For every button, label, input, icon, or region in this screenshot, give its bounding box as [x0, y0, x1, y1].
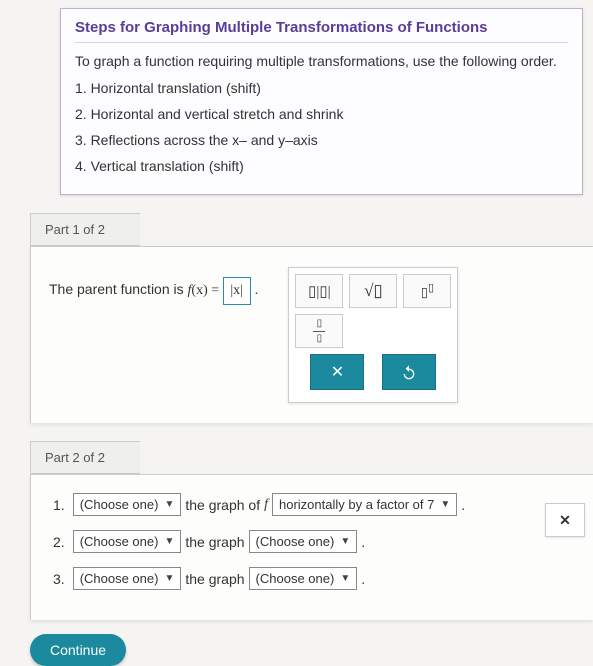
chevron-down-icon: ▼ [340, 536, 350, 547]
palette-exponent-button[interactable]: ▯▯ [403, 274, 451, 308]
undo-icon [401, 364, 417, 380]
row3-mid: the graph [185, 571, 244, 587]
row2-select2[interactable]: (Choose one)▼ [249, 530, 358, 553]
row-number: 2. [53, 534, 65, 550]
part2-body: ✕ 1. (Choose one)▼ the graph of f horizo… [30, 474, 593, 620]
row2-select1[interactable]: (Choose one)▼ [73, 530, 182, 553]
row1-select2[interactable]: horizontally by a factor of 7▼ [272, 493, 457, 516]
row3-select2[interactable]: (Choose one)▼ [249, 567, 358, 590]
period: . [255, 281, 259, 297]
parent-function-prompt: The parent function is f(x) = |x| . [49, 277, 258, 305]
part2-row-1: 1. (Choose one)▼ the graph of f horizont… [53, 493, 579, 516]
func-paren: (x) = [191, 283, 222, 298]
row3-select1[interactable]: (Choose one)▼ [73, 567, 182, 590]
part2-label: Part 2 of 2 [30, 441, 140, 474]
step-item: 2. Horizontal and vertical stretch and s… [75, 106, 568, 122]
part2-row-3: 3. (Choose one)▼ the graph (Choose one)▼… [53, 567, 579, 590]
steps-panel: Steps for Graphing Multiple Transformati… [60, 8, 583, 195]
step-item: 3. Reflections across the x– and y–axis [75, 132, 568, 148]
palette-undo-button[interactable] [382, 354, 436, 390]
continue-button[interactable]: Continue [30, 634, 126, 666]
chevron-down-icon: ▼ [164, 536, 174, 547]
row1-mid: the graph of [185, 497, 260, 513]
close-icon: ✕ [559, 512, 571, 529]
prompt-text: The parent function is [49, 281, 188, 297]
chevron-down-icon: ▼ [164, 499, 174, 510]
row1-select1[interactable]: (Choose one)▼ [73, 493, 182, 516]
chevron-down-icon: ▼ [440, 499, 450, 510]
step-item: 4. Vertical translation (shift) [75, 158, 568, 174]
part2-close-button[interactable]: ✕ [545, 503, 585, 537]
row-number: 1. [53, 497, 65, 513]
part1-body: The parent function is f(x) = |x| . ▯|▯|… [30, 246, 593, 423]
palette-fraction-button[interactable]: ▯▯ [295, 314, 343, 348]
steps-title: Steps for Graphing Multiple Transformati… [75, 19, 568, 43]
palette-abs-button[interactable]: ▯|▯| [295, 274, 343, 308]
part2-row-2: 2. (Choose one)▼ the graph (Choose one)▼… [53, 530, 579, 553]
parent-function-input[interactable]: |x| [223, 277, 251, 305]
row2-mid: the graph [185, 534, 244, 550]
row-number: 3. [53, 571, 65, 587]
palette-clear-button[interactable]: ✕ [310, 354, 364, 390]
chevron-down-icon: ▼ [340, 573, 350, 584]
steps-list: 1. Horizontal translation (shift) 2. Hor… [75, 80, 568, 174]
row1-fvar: f [264, 497, 268, 513]
part1-label: Part 1 of 2 [30, 213, 140, 246]
close-icon: ✕ [331, 362, 344, 382]
step-item: 1. Horizontal translation (shift) [75, 80, 568, 96]
steps-intro: To graph a function requiring multiple t… [75, 51, 568, 72]
palette-sqrt-button[interactable]: √▯ [349, 274, 397, 308]
math-palette: ▯|▯| √▯ ▯▯ ▯▯ ✕ [288, 267, 458, 403]
chevron-down-icon: ▼ [164, 573, 174, 584]
